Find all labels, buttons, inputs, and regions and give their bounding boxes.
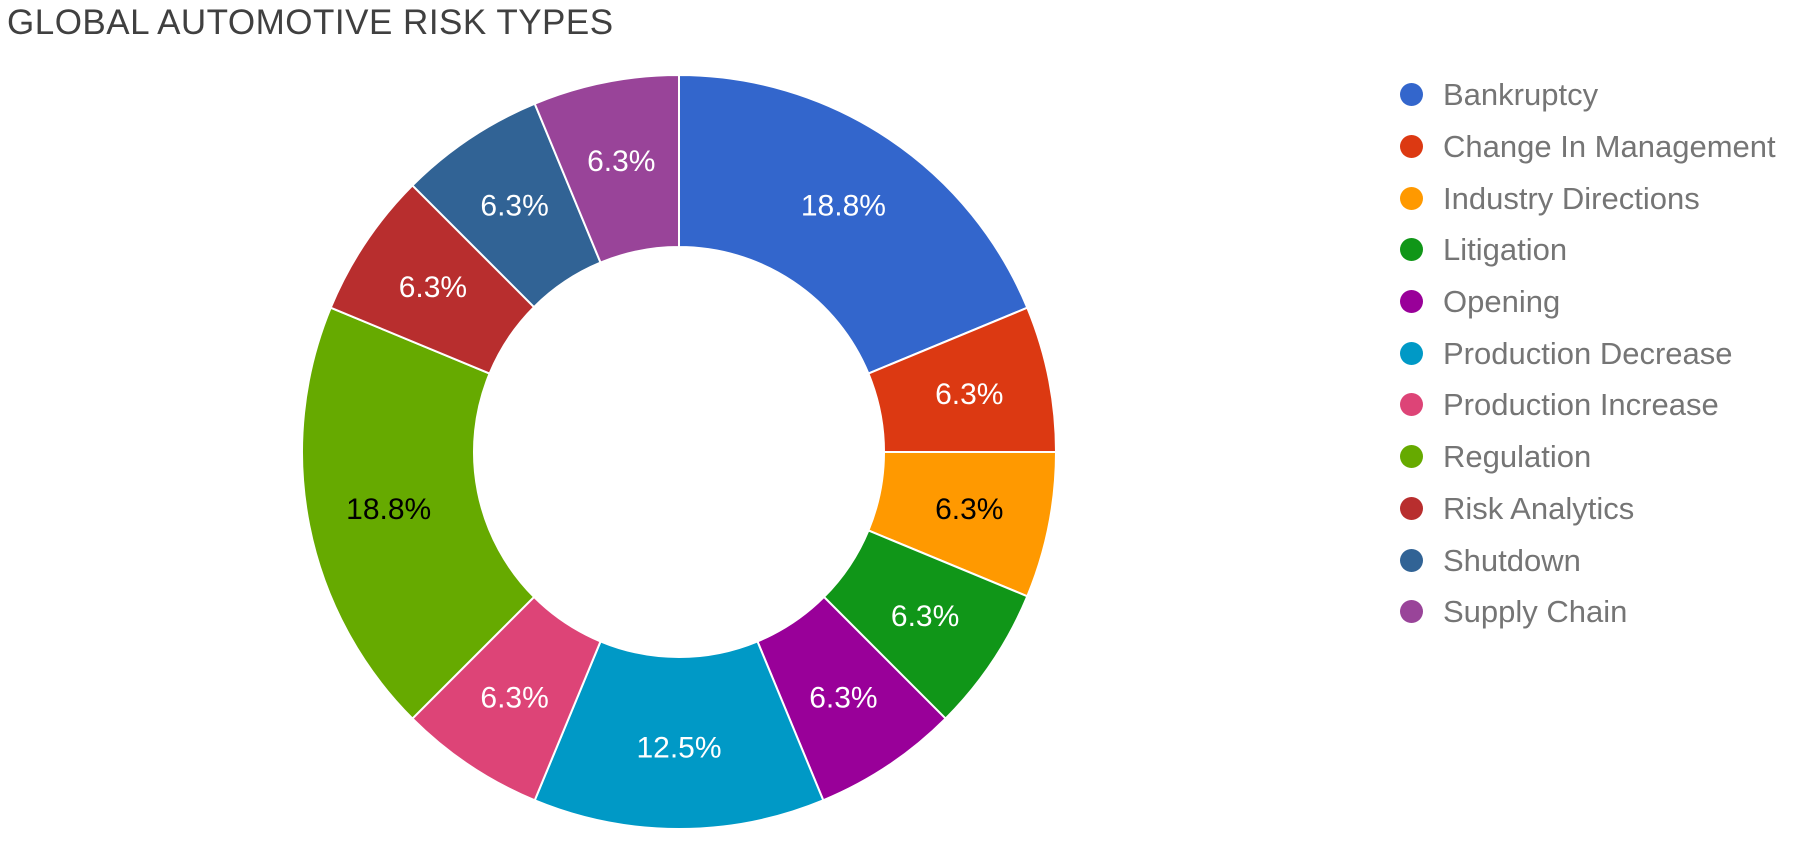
legend-item-litigation[interactable]: Litigation: [1400, 224, 1776, 276]
legend-item-label: Risk Analytics: [1443, 490, 1635, 526]
legend-item-opening[interactable]: Opening: [1400, 276, 1776, 328]
legend-item-shutdown[interactable]: Shutdown: [1400, 534, 1776, 586]
legend-dot-icon: [1400, 548, 1423, 572]
pie-slice-supply-chain[interactable]: [533, 73, 680, 264]
legend-item-industry-directions[interactable]: Industry Directions: [1400, 172, 1776, 224]
legend-dot-icon: [1400, 445, 1423, 469]
legend-dot-icon: [1400, 83, 1423, 107]
legend-dot-icon: [1400, 341, 1423, 365]
legend-item-regulation[interactable]: Regulation: [1400, 431, 1776, 483]
legend-dot-icon: [1400, 393, 1423, 417]
pie-slice-regulation[interactable]: [301, 306, 536, 720]
legend-dot-icon: [1400, 496, 1423, 520]
legend-item-risk-analytics[interactable]: Risk Analytics: [1400, 483, 1776, 535]
legend-item-label: Opening: [1443, 284, 1561, 320]
legend-dot-icon: [1400, 290, 1423, 314]
legend-dot-icon: [1400, 600, 1423, 624]
legend-item-label: Litigation: [1443, 232, 1568, 268]
legend-dot-icon: [1400, 186, 1423, 210]
legend-item-label: Supply Chain: [1443, 594, 1628, 630]
legend-item-label: Regulation: [1443, 439, 1592, 475]
pie-slice-bankruptcy[interactable]: [678, 73, 1029, 375]
legend-item-label: Production Increase: [1443, 387, 1719, 423]
legend-item-change-in-management[interactable]: Change In Management: [1400, 121, 1776, 173]
legend: Bankruptcy Change In Management Industry D…: [1400, 69, 1776, 638]
legend-item-label: Production Decrease: [1443, 335, 1733, 371]
legend-item-supply-chain[interactable]: Supply Chain: [1400, 586, 1776, 638]
legend-item-label: Bankruptcy: [1443, 77, 1599, 113]
legend-item-production-decrease[interactable]: Production Decrease: [1400, 327, 1776, 379]
legend-dot-icon: [1400, 135, 1423, 159]
legend-item-label: Shutdown: [1443, 542, 1581, 578]
legend-item-bankruptcy[interactable]: Bankruptcy: [1400, 69, 1776, 121]
legend-item-production-increase[interactable]: Production Increase: [1400, 379, 1776, 431]
chart-title: GLOBAL AUTOMOTIVE RISK TYPES: [7, 3, 614, 42]
legend-dot-icon: [1400, 238, 1423, 262]
legend-item-label: Industry Directions: [1443, 180, 1700, 216]
legend-item-label: Change In Management: [1443, 129, 1776, 165]
pie-slice-production-decrease[interactable]: [533, 640, 825, 830]
